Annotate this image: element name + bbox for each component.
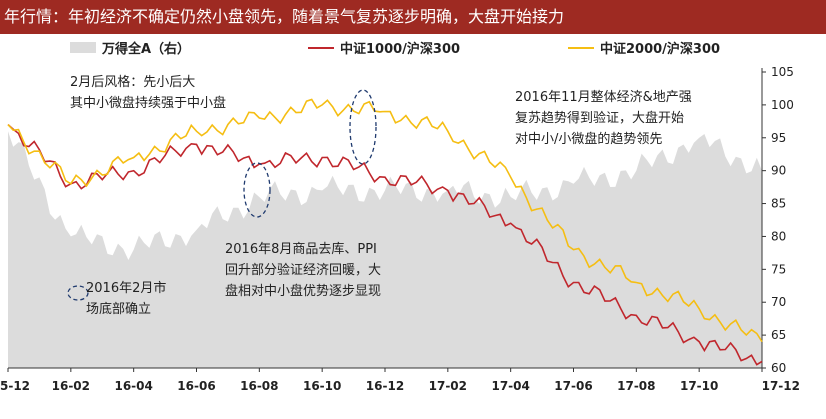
annotation-line: 复苏趋势得到验证，大盘开始: [515, 110, 684, 126]
annotation-line: 其中小微盘持续强于中小盘: [70, 95, 226, 111]
x-tick-label: 16-10: [303, 379, 341, 393]
x-tick-label: 5-12: [0, 379, 30, 393]
annotation: 2016年11月整体经济&地产强复苏趋势得到验证，大盘开始对中小/小微盘的趋势领…: [515, 90, 692, 147]
x-tick-label: 17-12: [762, 379, 800, 393]
highlight-ellipse: [349, 89, 377, 165]
y-tick-label: 95: [771, 131, 786, 145]
x-tick-label: 16-08: [240, 379, 278, 393]
legend-label: 中证2000/沪深300: [600, 41, 720, 57]
y-tick-label: 65: [771, 328, 786, 342]
series-area-wind-a: [8, 131, 762, 368]
annotation-line: 2016年11月整体经济&地产强: [515, 90, 692, 105]
area-layer: [8, 131, 762, 368]
annotation-line: 2月后风格：先小后大: [70, 74, 195, 90]
y-tick-label: 85: [771, 197, 786, 211]
y-tick-label: 100: [771, 98, 794, 112]
legend-entry: 中证2000/沪深300: [568, 41, 720, 57]
y-tick-label: 60: [771, 361, 786, 375]
y-tick-label: 75: [771, 262, 786, 276]
x-tick-label: 17-08: [617, 379, 655, 393]
line-layer: [7, 98, 763, 366]
y-tick-label: 80: [771, 229, 786, 243]
legend-entry: 中证1000/沪深300: [308, 41, 460, 57]
legend-label: 万得全A（右）: [101, 41, 190, 57]
chart-banner-title: 年行情：年初经济不确定仍然小盘领先，随着景气复苏逐步明确，大盘开始接力: [0, 0, 826, 34]
highlight-ellipse: [243, 162, 271, 218]
annotation-line: 对中小/小微盘的趋势领先: [515, 131, 662, 147]
legend: 万得全A（右） 中证1000/沪深300 中证2000/沪深300: [70, 41, 720, 57]
annotation-line: 回升部分验证经济回暖，大: [225, 262, 381, 278]
y-tick-label: 105: [771, 65, 794, 79]
legend-swatch: [70, 42, 96, 53]
tick-labels: 60 65 70 75 80 85 90 95 100 105 5-12 16-02 16-04 16-0…: [0, 65, 800, 393]
y-tick-label: 70: [771, 295, 786, 309]
x-tick-label: 16-02: [52, 379, 90, 393]
legend-label: 中证1000/沪深300: [340, 41, 460, 57]
x-tick-label: 17-04: [491, 379, 529, 393]
x-tick-label: 16-12: [366, 379, 404, 393]
x-tick-label: 17-02: [429, 379, 467, 393]
highlight-ellipse: [67, 285, 89, 301]
y-tick-label: 90: [771, 164, 786, 178]
annotation-line: 盘相对中小盘优势逐步显现: [225, 283, 381, 299]
annotation-line: 场底部确立: [86, 301, 151, 317]
legend-entry: 万得全A（右）: [70, 41, 190, 57]
x-tick-label: 16-04: [114, 379, 152, 393]
annotation-line: 2016年8月商品去库、PPI: [225, 241, 377, 257]
x-tick-label: 17-06: [554, 379, 592, 393]
ellipse-layer: [67, 89, 377, 301]
annotation-line: 2016年2月市: [86, 280, 166, 296]
x-tick-label: 17-10: [680, 379, 718, 393]
x-tick-label: 16-06: [177, 379, 215, 393]
